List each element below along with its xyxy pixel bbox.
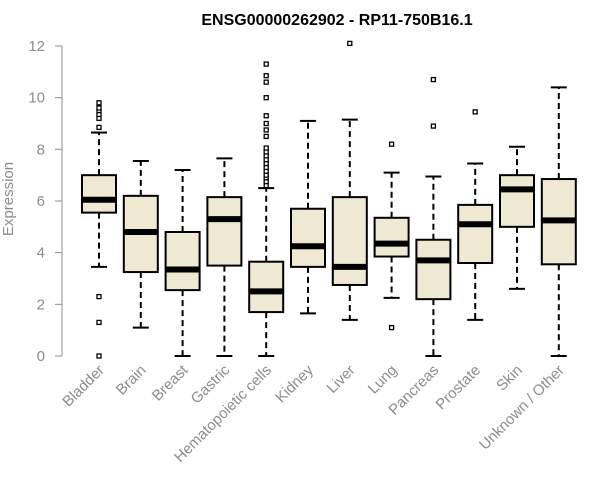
box-gastric bbox=[206, 157, 243, 357]
box-hematopoietic-cells bbox=[248, 61, 285, 357]
x-tick-label: Kidney bbox=[272, 361, 317, 406]
box-lung bbox=[373, 141, 410, 331]
outlier-point bbox=[263, 113, 269, 119]
box-body bbox=[81, 174, 117, 214]
outlier-point bbox=[263, 79, 269, 85]
outlier-point bbox=[263, 133, 269, 140]
box-body bbox=[499, 174, 535, 228]
box-kidney bbox=[290, 119, 326, 315]
outlier-point bbox=[263, 73, 269, 79]
box-unknown-other bbox=[540, 86, 577, 357]
x-tick-label: Bladder bbox=[59, 362, 108, 411]
x-tick-label: Skin bbox=[493, 362, 526, 395]
y-tick-label: 2 bbox=[37, 296, 45, 313]
outlier-point bbox=[96, 353, 102, 359]
box-body bbox=[206, 196, 243, 267]
y-axis-ticks: 0 2 4 6 8 10 12 bbox=[28, 38, 62, 365]
x-tick-label: Prostate bbox=[432, 362, 484, 414]
outlier-point bbox=[263, 61, 269, 67]
box-skin bbox=[499, 145, 535, 290]
box-pancreas bbox=[415, 76, 452, 357]
y-axis-label: Expression bbox=[0, 162, 17, 236]
x-tick-label: Brain bbox=[113, 362, 150, 399]
outlier-point bbox=[263, 95, 269, 101]
outlier-point bbox=[263, 120, 269, 127]
boxes-group bbox=[81, 40, 577, 359]
box-body bbox=[164, 231, 201, 292]
box-body bbox=[331, 196, 368, 286]
outlier-point bbox=[96, 293, 102, 300]
box-bladder bbox=[81, 100, 117, 359]
x-tick-label: Lung bbox=[365, 362, 401, 398]
box-prostate bbox=[457, 109, 494, 321]
outlier-point bbox=[430, 123, 437, 129]
outlier-point bbox=[263, 127, 269, 133]
x-tick-label: Breast bbox=[149, 361, 192, 404]
x-tick-label: Liver bbox=[324, 362, 359, 397]
box-body bbox=[415, 238, 452, 301]
outlier-point bbox=[263, 145, 269, 151]
box-body bbox=[457, 203, 494, 264]
outlier-point bbox=[96, 100, 102, 106]
box-body bbox=[373, 216, 410, 258]
box-brain bbox=[122, 159, 159, 329]
outlier-point bbox=[96, 105, 102, 111]
y-tick-label: 0 bbox=[37, 348, 45, 365]
outlier-point bbox=[430, 76, 437, 83]
box-body bbox=[248, 260, 285, 314]
outlier-point bbox=[347, 40, 353, 47]
y-tick-label: 6 bbox=[37, 193, 45, 210]
outlier-point bbox=[96, 319, 102, 326]
y-tick-label: 4 bbox=[37, 245, 45, 262]
box-body bbox=[290, 207, 326, 268]
y-tick-label: 10 bbox=[28, 90, 45, 107]
outlier-point bbox=[96, 124, 102, 131]
chart-title: ENSG00000262902 - RP11-750B16.1 bbox=[201, 12, 472, 29]
outlier-point bbox=[388, 141, 395, 147]
outlier-point bbox=[472, 109, 478, 115]
box-breast bbox=[164, 169, 201, 357]
box-liver bbox=[331, 40, 368, 321]
outlier-point bbox=[388, 324, 395, 331]
y-tick-label: 8 bbox=[37, 141, 45, 158]
y-tick-label: 12 bbox=[28, 38, 45, 55]
